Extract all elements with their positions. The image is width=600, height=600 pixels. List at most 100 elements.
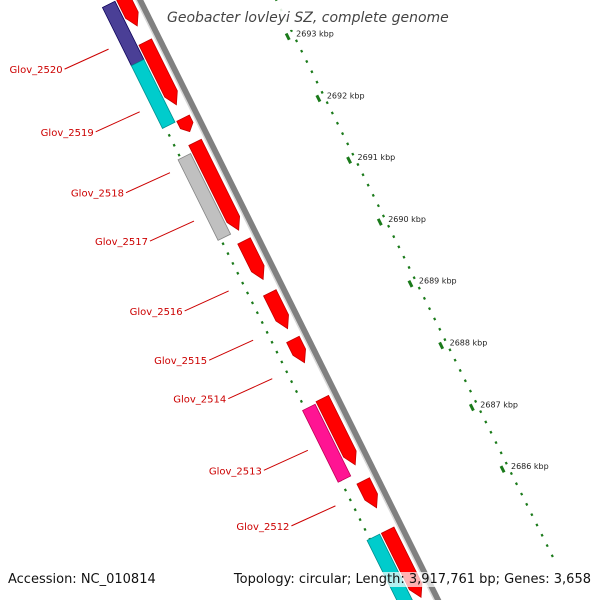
leader-line [184, 290, 229, 312]
leader-line [95, 111, 140, 133]
dot-mark [422, 296, 426, 300]
dot-mark [504, 461, 508, 465]
dot-mark [290, 380, 294, 384]
gene-label: Glov_2519 [41, 128, 94, 139]
dot-mark [407, 265, 411, 270]
dot-mark [361, 173, 365, 177]
dot-mark [330, 111, 334, 115]
tick-mark [499, 465, 506, 474]
dot-mark [325, 101, 329, 105]
dot-mark [417, 286, 421, 290]
tick-mark [315, 94, 322, 103]
dot-mark [376, 204, 380, 208]
gene-label: Glov_2516 [130, 307, 183, 318]
genome-backbone [135, 0, 442, 600]
dot-mark [433, 317, 437, 321]
gene-label: Glov_2518 [71, 189, 124, 200]
dot-mark [246, 291, 250, 295]
dot-mark [260, 320, 264, 325]
dot-mark [285, 370, 289, 374]
gene-label: Glov_2513 [209, 466, 262, 477]
forward-gene [315, 394, 357, 466]
gene-labels: Glov_2520 Glov_2519 Glov_2518 Glov_2517 Glov… [10, 65, 290, 533]
dot-mark [351, 152, 355, 156]
dot-mark [265, 330, 269, 335]
dot-mark [363, 527, 367, 532]
dot-mark [443, 337, 447, 342]
dot-mark [499, 451, 503, 455]
dot-mark [172, 143, 176, 147]
dot-mark [356, 162, 360, 167]
forward-gene [138, 38, 178, 106]
backbone-line [136, 0, 442, 600]
dot-mark [231, 261, 235, 266]
dot-mark [255, 311, 259, 315]
tick-label: 2691 kbp [358, 153, 396, 162]
dot-mark [530, 513, 534, 517]
dot-mark [270, 340, 274, 344]
tick-label: 2689 kbp [419, 277, 457, 286]
leader-line [64, 48, 109, 70]
forward-gene [188, 138, 241, 231]
gene-label: Glov_2512 [236, 522, 289, 533]
gene-features [101, 0, 423, 600]
genome-title: Geobacter lovleyi SZ, complete genome [158, 6, 449, 30]
dot-mark [535, 523, 539, 527]
tick-mark [376, 218, 383, 226]
tick-mark [438, 341, 445, 350]
leader-line [149, 220, 195, 242]
dot-mark [341, 131, 345, 136]
forward-gene [116, 0, 139, 27]
dot-mark [489, 430, 493, 434]
dot-mark [275, 350, 279, 354]
dot-mark [366, 183, 370, 187]
leader-line [125, 172, 171, 194]
gene-label: Glov_2517 [95, 237, 148, 248]
dot-mark [427, 307, 432, 311]
dot-mark [299, 399, 303, 403]
dot-mark [280, 360, 284, 364]
dot-mark [250, 301, 254, 305]
dot-mark [343, 488, 347, 492]
dot-mark [294, 39, 299, 43]
forward-gene [262, 289, 289, 330]
dot-mark [463, 379, 467, 383]
dot-mark [438, 327, 442, 331]
tick-mark [346, 156, 352, 165]
tick-label: 2693 kbp [296, 29, 334, 38]
dot-mark [448, 348, 452, 352]
dot-mark [236, 271, 240, 275]
dot-mark [241, 281, 245, 285]
leader-line [208, 339, 254, 361]
dot-mark [468, 389, 472, 393]
dot-mark [226, 251, 230, 256]
dot-mark [348, 498, 352, 502]
dot-mark [315, 80, 319, 84]
dot-mark [346, 142, 350, 146]
dot-mark [310, 70, 314, 74]
forward-gene [286, 335, 306, 364]
tick-label: 2687 kbp [480, 400, 518, 409]
dot-mark [177, 153, 181, 157]
tick-label: 2690 kbp [388, 215, 426, 224]
dot-mark [305, 59, 309, 64]
tick-label: 2692 kbp [327, 91, 365, 100]
dot-mark [474, 399, 478, 403]
dot-mark [300, 49, 304, 53]
dot-mark [509, 471, 513, 476]
tick-label: 2688 kbp [450, 338, 488, 347]
dot-mark [320, 90, 324, 94]
reverse-gene [177, 152, 232, 241]
dot-mark [453, 358, 457, 362]
dot-mark [397, 245, 401, 249]
dot-mark [358, 517, 362, 522]
backbone-highlight [135, 0, 435, 600]
dot-mark [550, 554, 554, 558]
genome-summary: Topology: circular; Length: 3,917,761 bp… [233, 572, 591, 587]
dot-mark [353, 508, 357, 512]
forward-gene [356, 477, 378, 509]
dot-mark [514, 482, 519, 486]
dot-mark [545, 543, 549, 548]
label-leader-lines [64, 48, 336, 527]
